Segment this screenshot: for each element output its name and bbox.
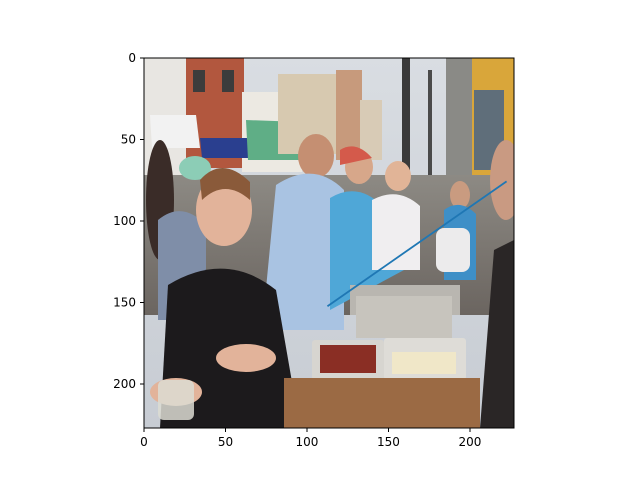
x-axis: 0 50 100 150 200 <box>140 428 481 449</box>
x-tick-label: 100 <box>296 435 319 449</box>
x-tick-label: 0 <box>140 435 148 449</box>
y-axis: 0 50 100 150 200 <box>113 51 144 391</box>
y-tick-label: 100 <box>113 214 136 228</box>
y-tick-label: 50 <box>121 132 136 146</box>
street-food-photo <box>144 58 514 428</box>
x-tick-label: 200 <box>459 435 482 449</box>
y-tick-label: 150 <box>113 295 136 309</box>
y-tick-label: 200 <box>113 377 136 391</box>
overlay-line <box>326 180 508 308</box>
plot-frame <box>143 57 515 429</box>
x-tick-label: 50 <box>218 435 233 449</box>
x-tick-label: 150 <box>377 435 400 449</box>
y-tick-label: 0 <box>128 51 136 65</box>
